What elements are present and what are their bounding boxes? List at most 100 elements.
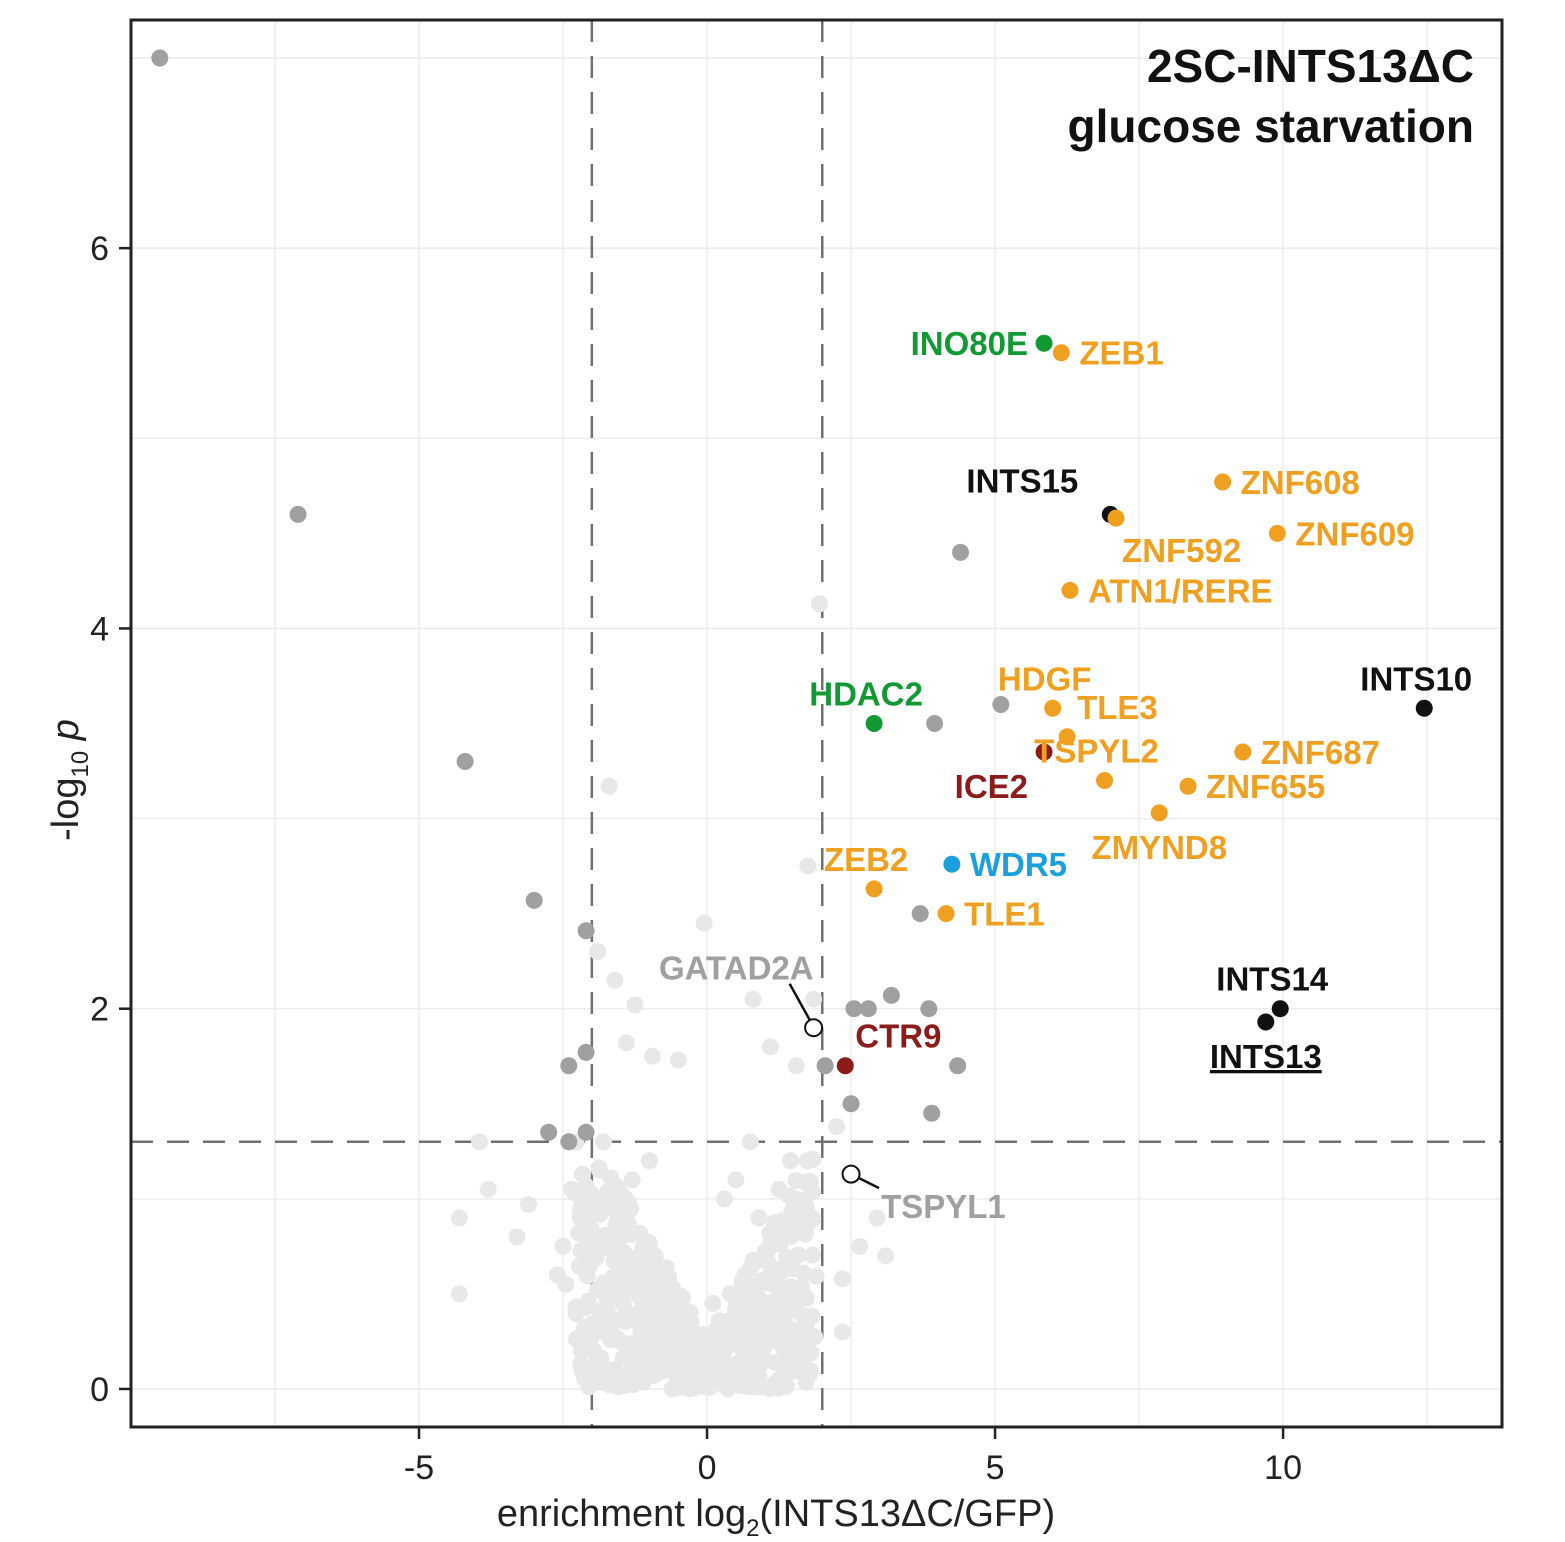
- significant-point: [952, 543, 970, 561]
- background-point: [591, 1351, 609, 1369]
- background-point: [877, 1247, 895, 1265]
- background-point: [573, 1165, 591, 1183]
- background-point: [611, 1332, 629, 1350]
- point-ino80e: [1035, 334, 1053, 352]
- label-znf655: ZNF655: [1206, 768, 1325, 805]
- label-gatad2a: GATAD2A: [659, 950, 814, 987]
- background-point: [752, 1293, 770, 1311]
- background-point: [642, 1313, 660, 1331]
- background-point: [548, 1266, 566, 1284]
- background-point: [578, 1180, 596, 1198]
- background-point: [727, 1171, 745, 1189]
- background-point: [609, 1226, 627, 1244]
- background-point: [750, 1209, 768, 1227]
- point-wdr5: [943, 855, 961, 873]
- background-point: [582, 1366, 600, 1384]
- background-point: [799, 857, 817, 875]
- background-point: [695, 1372, 713, 1390]
- background-point: [606, 1360, 624, 1378]
- background-point: [833, 1323, 851, 1341]
- x-axis-title-rest: (INTS13ΔC/GFP): [759, 1493, 1055, 1535]
- chart-title-line-2: glucose starvation: [1068, 100, 1474, 152]
- background-point: [761, 1038, 779, 1056]
- background-point: [778, 1248, 796, 1266]
- background-point: [572, 1355, 590, 1373]
- y-axis-title-subscript: 10: [67, 751, 94, 778]
- background-point: [608, 1211, 626, 1229]
- x-axis-title-subscript: 2: [746, 1515, 759, 1542]
- y-tick-label: 4: [90, 610, 109, 648]
- background-point: [600, 777, 618, 795]
- significant-point: [560, 1057, 578, 1075]
- background-point: [639, 1297, 657, 1315]
- y-tick-label: 0: [90, 1371, 109, 1409]
- background-point: [868, 1209, 886, 1227]
- background-point: [741, 1133, 759, 1151]
- background-point: [761, 1236, 779, 1254]
- significant-gray-points: [151, 49, 1010, 1151]
- background-point: [594, 1305, 612, 1323]
- background-point: [742, 1376, 760, 1394]
- x-axis-title: enrichment log2(INTS13ΔC/GFP): [497, 1493, 1055, 1542]
- background-point: [640, 1152, 658, 1170]
- significant-point: [882, 986, 900, 1004]
- leader-line-gatad2a: [788, 983, 811, 1021]
- background-point: [686, 1334, 704, 1352]
- background-point: [774, 1280, 792, 1298]
- background-point: [594, 1133, 612, 1151]
- label-ctr9: CTR9: [855, 1018, 941, 1055]
- background-point: [609, 1378, 627, 1396]
- significant-point: [920, 1000, 938, 1018]
- background-point: [479, 1180, 497, 1198]
- background-point: [727, 1300, 745, 1318]
- background-point: [641, 1252, 659, 1270]
- x-tick-label: -5: [404, 1449, 434, 1487]
- significant-point: [911, 905, 929, 923]
- point-tspyl1: [841, 1164, 861, 1184]
- significant-point: [289, 505, 307, 523]
- background-point: [797, 1289, 815, 1307]
- background-point: [572, 1198, 590, 1216]
- point-tle3: [1058, 728, 1076, 746]
- background-points: [450, 595, 895, 1398]
- background-point: [803, 1307, 821, 1325]
- significant-point: [859, 1000, 877, 1018]
- label-tspyl2: TSPYL2: [1034, 733, 1159, 770]
- background-point: [704, 1294, 722, 1312]
- background-point: [805, 990, 823, 1008]
- background-point: [787, 1057, 805, 1075]
- y-axis-title-post: p: [45, 719, 87, 751]
- background-point: [579, 1292, 597, 1310]
- background-point: [804, 1246, 822, 1264]
- point-zeb2: [865, 880, 883, 898]
- x-tick-label: 0: [698, 1449, 717, 1487]
- background-point: [709, 1339, 727, 1357]
- label-znf687: ZNF687: [1261, 734, 1380, 771]
- label-atn1-rere: ATN1/RERE: [1088, 572, 1273, 609]
- y-axis-title: -log10 p: [45, 719, 94, 841]
- background-point: [594, 1239, 612, 1257]
- background-point: [611, 1183, 629, 1201]
- background-point: [770, 1379, 788, 1397]
- background-point: [646, 1366, 664, 1384]
- background-point: [774, 1292, 792, 1310]
- label-ints14: INTS14: [1216, 961, 1329, 998]
- background-point: [519, 1196, 537, 1214]
- point-znf687: [1234, 743, 1252, 761]
- background-point: [613, 1196, 631, 1214]
- label-hdgf: HDGF: [998, 660, 1092, 697]
- background-point: [746, 1306, 764, 1324]
- background-point: [764, 1260, 782, 1278]
- point-hdgf: [1044, 699, 1062, 717]
- point-znf592: [1107, 509, 1125, 527]
- label-zmynd8: ZMYND8: [1091, 829, 1227, 866]
- background-point: [737, 1287, 755, 1305]
- background-point: [617, 1034, 635, 1052]
- background-point: [762, 1309, 780, 1327]
- significant-point: [816, 1057, 834, 1075]
- background-point: [851, 1237, 869, 1255]
- significant-point: [577, 1043, 595, 1061]
- point-ints14: [1271, 1000, 1289, 1018]
- label-tspyl1: TSPYL1: [881, 1188, 1006, 1225]
- significant-point: [525, 891, 543, 909]
